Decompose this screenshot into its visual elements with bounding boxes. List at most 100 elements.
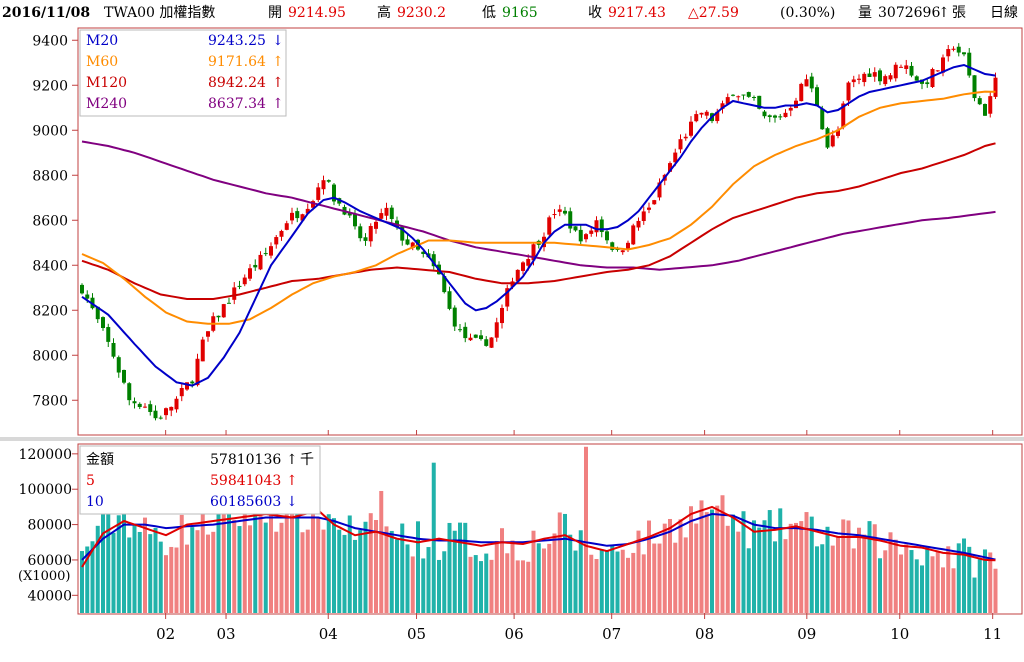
price-tick-label: 9200 — [32, 78, 68, 94]
candle — [174, 396, 179, 413]
volume-bar — [174, 547, 179, 613]
candle — [935, 70, 940, 72]
candle — [799, 82, 804, 102]
high-value: 9230.2 — [397, 5, 446, 21]
volume-tick-label: 80000 — [27, 518, 72, 534]
volume-bar — [909, 550, 914, 613]
candle — [620, 250, 625, 255]
volume-bar — [746, 548, 751, 613]
volume-bar — [683, 537, 688, 613]
high-label: 高 — [377, 5, 391, 21]
volume-bar — [426, 547, 431, 613]
legend-vma5-arrow: ↑ — [286, 473, 298, 489]
candle — [988, 91, 993, 118]
candle — [794, 97, 798, 109]
price-legend: M20 9243.25 ↓ M60 9171.64 ↑ M120 8942.24… — [86, 33, 284, 112]
candle — [904, 59, 909, 74]
volume-tick-80000: 80000 — [27, 518, 78, 534]
candle — [494, 317, 499, 342]
volume-bar — [300, 532, 305, 613]
candle — [699, 112, 704, 118]
volume-bar — [694, 523, 699, 613]
candle — [158, 415, 163, 420]
volume-bar — [248, 525, 252, 613]
candle — [594, 216, 599, 237]
volume-bar — [920, 565, 924, 613]
volume-tick-label: 60000 — [27, 553, 72, 569]
volume-legend-box — [79, 445, 321, 515]
candle — [967, 48, 972, 78]
volume-bar — [337, 529, 342, 613]
volume-bar — [332, 518, 336, 613]
volume-bar — [164, 555, 168, 613]
volume-bar — [468, 556, 473, 613]
legend-m120-value: 8942.24 — [208, 75, 266, 91]
volume-bar — [442, 551, 447, 613]
volume-bar — [237, 526, 242, 613]
volume-bar — [269, 509, 273, 613]
candle — [741, 94, 746, 100]
legend-vma5-name: 5 — [86, 473, 95, 489]
candle — [295, 207, 300, 223]
price-tick-8000: 8000 — [32, 348, 78, 364]
candle — [358, 223, 363, 242]
price-tick-9400: 9400 — [32, 33, 78, 49]
volume-tick-60000: 60000 — [27, 553, 78, 569]
volume-bar — [731, 514, 735, 613]
month-label-04: 04 — [319, 430, 338, 643]
candle — [479, 329, 483, 341]
month-label-09: 09 — [797, 430, 816, 643]
candle — [363, 233, 368, 246]
volume-bar — [647, 520, 651, 613]
candle — [237, 280, 242, 290]
volume-bar — [221, 502, 226, 613]
candle — [536, 239, 541, 249]
date: 2016/11/08 — [2, 5, 91, 21]
volume-bar — [626, 557, 630, 613]
month-label-02: 02 — [156, 430, 175, 643]
volume-bar — [836, 536, 840, 613]
volume-bar — [851, 548, 856, 613]
candle — [326, 179, 331, 183]
volume-bar — [946, 546, 951, 613]
volume-bar — [678, 519, 683, 613]
volume-bar — [925, 547, 930, 613]
candle — [909, 61, 914, 78]
candle — [678, 134, 683, 154]
volume-bar — [489, 559, 494, 613]
volume-bar — [773, 541, 777, 613]
volume-bar — [657, 543, 662, 613]
volume-bar — [704, 512, 709, 613]
candle — [473, 334, 478, 339]
candle — [368, 223, 373, 247]
volume-bar — [767, 510, 772, 613]
volume-bar — [505, 553, 510, 613]
candle — [809, 72, 814, 93]
candle — [195, 353, 200, 387]
volume-bar — [820, 544, 825, 613]
legend-vma5-value: 59841043 — [210, 473, 281, 489]
volume-bar — [930, 556, 935, 613]
month-label-08: 08 — [695, 430, 714, 643]
month-label: 06 — [505, 625, 524, 643]
volume-bar — [253, 498, 258, 613]
candle — [164, 407, 168, 420]
candle — [762, 109, 767, 119]
candle — [290, 207, 294, 225]
volume-bar — [636, 530, 641, 613]
volume-bar — [830, 545, 835, 613]
candle — [421, 251, 426, 258]
volume-bar — [353, 539, 357, 613]
candle — [279, 229, 284, 241]
candle — [111, 338, 116, 359]
candle — [962, 52, 966, 57]
candle — [731, 94, 735, 97]
price-tick-label: 8400 — [32, 258, 68, 274]
price-tick-label: 7800 — [32, 393, 68, 409]
volume-bar — [542, 548, 546, 613]
volume-bar — [127, 537, 132, 613]
legend-m240-arrow: ↑ — [272, 96, 284, 112]
candle — [972, 75, 977, 102]
candle — [221, 303, 226, 318]
candle — [379, 208, 384, 220]
